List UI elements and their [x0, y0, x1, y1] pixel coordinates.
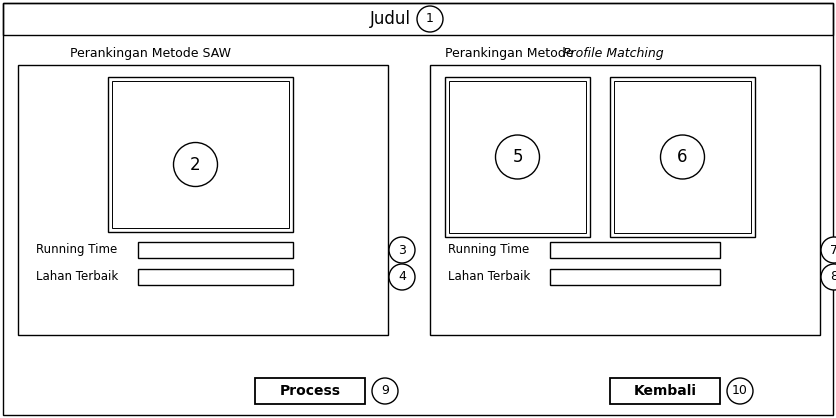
Bar [3, 3, 833, 35]
Bar [18, 65, 388, 335]
Bar [449, 81, 586, 233]
Text: 1: 1 [426, 13, 434, 25]
Bar [610, 77, 755, 237]
Text: 2: 2 [190, 155, 201, 173]
Bar [610, 378, 720, 404]
Bar [550, 242, 720, 258]
Text: 8: 8 [830, 270, 836, 283]
Text: Lahan Terbaik: Lahan Terbaik [36, 270, 118, 283]
Text: Judul: Judul [370, 10, 410, 28]
Bar [430, 65, 820, 335]
Circle shape [821, 264, 836, 290]
Text: 7: 7 [830, 244, 836, 257]
Text: 9: 9 [381, 385, 389, 398]
Bar [614, 81, 751, 233]
Circle shape [417, 6, 443, 32]
Circle shape [821, 237, 836, 263]
Text: Running Time: Running Time [36, 244, 117, 257]
Text: 3: 3 [398, 244, 406, 257]
Circle shape [389, 237, 415, 263]
Circle shape [660, 135, 705, 179]
Text: 6: 6 [677, 148, 688, 166]
Text: Kembali: Kembali [634, 384, 696, 398]
Text: 5: 5 [512, 148, 522, 166]
Text: 4: 4 [398, 270, 406, 283]
Circle shape [372, 378, 398, 404]
Text: Running Time: Running Time [448, 244, 529, 257]
Bar [112, 81, 289, 228]
Text: Process: Process [279, 384, 340, 398]
Text: Perankingan Metode SAW: Perankingan Metode SAW [70, 46, 231, 59]
Bar [138, 242, 293, 258]
Bar [108, 77, 293, 232]
Bar [138, 269, 293, 285]
Bar [550, 269, 720, 285]
Text: 10: 10 [732, 385, 748, 398]
Circle shape [389, 264, 415, 290]
Text: Lahan Terbaik: Lahan Terbaik [448, 270, 530, 283]
Text: Profile Matching: Profile Matching [563, 46, 664, 59]
Text: Perankingan Metode: Perankingan Metode [445, 46, 578, 59]
Circle shape [727, 378, 753, 404]
Bar [255, 378, 365, 404]
Bar [445, 77, 590, 237]
Circle shape [174, 143, 217, 186]
Circle shape [496, 135, 539, 179]
